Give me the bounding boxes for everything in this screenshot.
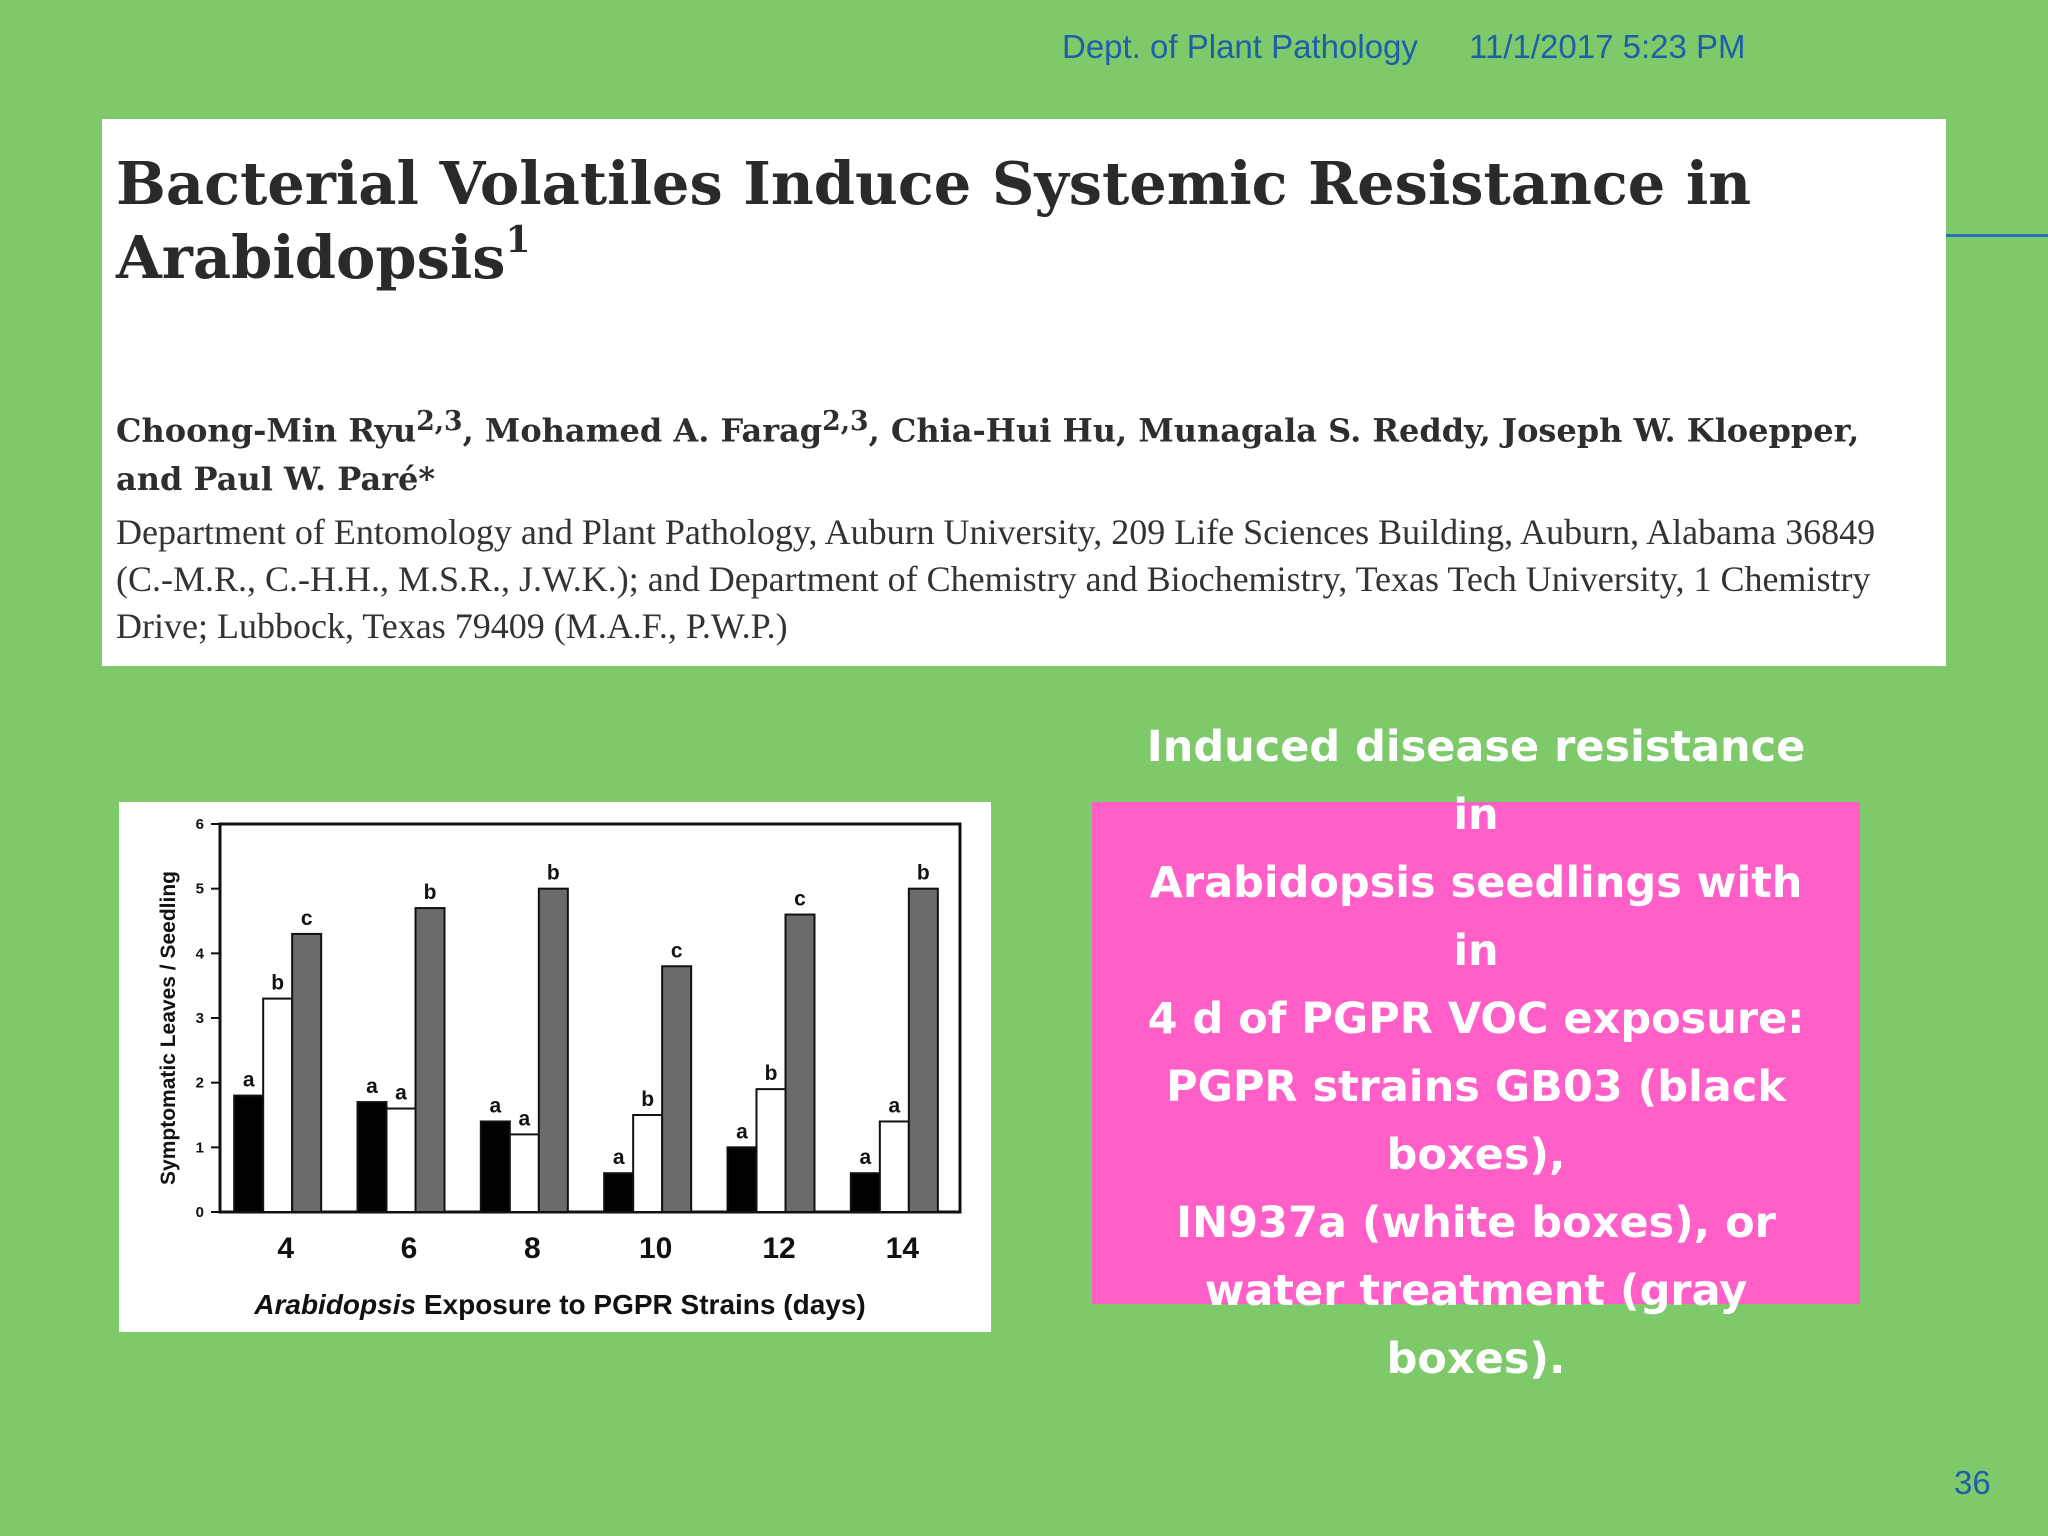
bar-significance-label: b xyxy=(424,881,437,904)
x-axis-title-rest: Exposure to PGPR Strains (days) xyxy=(424,1289,866,1320)
paper-header-image: Bacterial Volatiles Induce Systemic Resi… xyxy=(102,119,1946,666)
bar-significance-label: a xyxy=(736,1120,748,1143)
bar xyxy=(878,1120,910,1214)
bar xyxy=(385,1107,417,1213)
caption-line: PGPR strains GB03 (black xyxy=(1166,1062,1786,1112)
bar-significance-label: a xyxy=(489,1094,501,1117)
bar xyxy=(291,932,323,1214)
bar-significance-label: a xyxy=(395,1082,407,1105)
bar-significance-label: a xyxy=(613,1146,625,1169)
bar-significance-label: c xyxy=(671,939,683,962)
x-tick-label: 4 xyxy=(277,1232,294,1265)
y-tick-label: 3 xyxy=(196,1010,204,1027)
bar xyxy=(603,1172,635,1214)
paper-title: Bacterial Volatiles Induce Systemic Resi… xyxy=(116,147,1896,295)
chart-bars xyxy=(233,887,939,1214)
y-axis-title: Symptomatic Leaves / Seedling xyxy=(157,871,180,1185)
x-tick-label: 8 xyxy=(524,1232,541,1265)
slide-header: Dept. of Plant Pathology 11/1/2017 5:23 … xyxy=(1062,28,1746,66)
caption-line: boxes), xyxy=(1386,1130,1566,1180)
y-tick-label: 5 xyxy=(196,881,204,898)
bar-significance-label: b xyxy=(547,862,560,885)
bar-significance-label: a xyxy=(888,1094,900,1117)
bar-significance-label: a xyxy=(518,1107,530,1130)
bar-chart-figure: 0 1 2 3 4 5 6 4 6 8 10 12 14 Arabidopsis Exposure to … xyxy=(119,802,991,1332)
bar xyxy=(849,1172,881,1214)
y-tick-label: 1 xyxy=(196,1139,204,1156)
x-axis-title: Arabidopsis Exposure to PGPR Strains (da… xyxy=(253,1289,865,1320)
bar xyxy=(414,907,446,1213)
y-tick-label: 6 xyxy=(196,816,204,833)
bar-significance-label: c xyxy=(301,907,313,930)
page-number: 36 xyxy=(1954,1464,1991,1501)
y-tick-label: 0 xyxy=(196,1204,204,1221)
bar xyxy=(479,1120,511,1214)
paper-title-text: Bacterial Volatiles Induce Systemic Resi… xyxy=(116,149,1752,292)
bar xyxy=(726,1146,758,1214)
x-tick-label: 10 xyxy=(639,1232,672,1265)
caption-line: water treatment (gray boxes). xyxy=(1204,1266,1748,1384)
bar-significance-label: a xyxy=(243,1069,255,1092)
x-tick-label: 12 xyxy=(762,1232,795,1265)
bar xyxy=(356,1101,388,1214)
bar xyxy=(661,965,693,1213)
bar xyxy=(233,1094,265,1214)
bar-significance-label: b xyxy=(917,862,930,885)
bar xyxy=(537,887,569,1214)
y-tick-label: 2 xyxy=(196,1075,204,1092)
caption-line: Induced disease resistance in xyxy=(1146,722,1806,840)
x-axis-title-italic: Arabidopsis xyxy=(253,1289,424,1320)
bar xyxy=(755,1088,787,1213)
bar xyxy=(907,887,939,1214)
bar xyxy=(632,1114,664,1213)
paper-affiliation: Department of Entomology and Plant Patho… xyxy=(116,512,1876,646)
paper-authors: Choong-Min Ryu2,3, Mohamed A. Farag2,3, … xyxy=(116,406,1860,498)
bar-significance-label: a xyxy=(859,1146,871,1169)
bar xyxy=(508,1133,540,1213)
bar-significance-label: a xyxy=(366,1075,378,1098)
bar-significance-label: b xyxy=(765,1062,778,1085)
accent-line xyxy=(1946,234,2048,237)
bar xyxy=(262,997,294,1213)
caption-box: Induced disease resistance in Arabidopsis… xyxy=(1092,722,1860,1384)
bar-significance-label: c xyxy=(794,888,806,911)
caption-line: 4 d of PGPR VOC exposure: xyxy=(1147,994,1805,1044)
x-tick-label: 6 xyxy=(401,1232,418,1265)
plot-frame xyxy=(218,822,962,1214)
department-label: Dept. of Plant Pathology xyxy=(1062,28,1418,65)
caption-text: Induced disease resistance in Arabidopsis… xyxy=(1120,713,1832,1393)
bar-significance-label: b xyxy=(271,972,284,995)
paper-title-footnote: 1 xyxy=(505,219,531,261)
datetime-label: 11/1/2017 5:23 PM xyxy=(1469,28,1746,65)
y-tick-label: 4 xyxy=(196,945,205,962)
bar-significance-label: b xyxy=(641,1088,654,1111)
caption-line: Arabidopsis seedlings with in xyxy=(1149,858,1803,976)
x-tick-label: 14 xyxy=(886,1232,920,1265)
bar xyxy=(784,913,816,1214)
caption-line: IN937a (white boxes), or xyxy=(1176,1198,1776,1248)
